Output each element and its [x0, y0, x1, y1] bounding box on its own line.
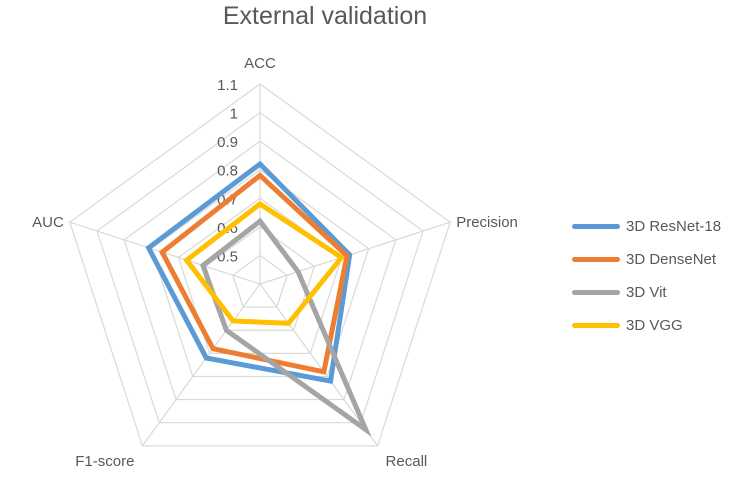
tick-label: 0.8: [217, 163, 238, 180]
grid-ring: [96, 111, 424, 424]
legend-label: 3D VGG: [626, 317, 683, 334]
tick-label: 1: [230, 106, 238, 123]
grid-ring: [232, 254, 288, 308]
chart-title: External validation: [222, 2, 428, 30]
legend-swatch: [572, 290, 620, 295]
axis-label-precision: Precision: [456, 214, 518, 231]
legend-item: 3D VGG: [572, 309, 721, 342]
legend-label: 3D DenseNet: [626, 251, 717, 268]
series-3d-resnet-18: [145, 160, 353, 385]
axis-label-recall: Recall: [386, 453, 428, 470]
tick-label: 1.1: [217, 77, 238, 94]
tick-label: 0.9: [217, 134, 238, 151]
legend-item: 3D ResNet-18: [572, 210, 721, 243]
axis-label-f1-score: F1-score: [75, 453, 134, 470]
legend-label: 3D Vit: [626, 284, 667, 301]
grid-ring: [204, 226, 316, 331]
legend-swatch: [572, 323, 620, 328]
legend-item: 3D Vit: [572, 276, 721, 309]
legend: 3D ResNet-18 3D DenseNet 3D Vit 3D VGG: [572, 210, 721, 342]
legend-label: 3D ResNet-18: [626, 218, 722, 235]
grid-ring: [123, 140, 397, 401]
axis-label-auc: AUC: [32, 214, 64, 231]
grid-spoke: [141, 283, 261, 447]
grid-ring: [150, 168, 370, 378]
legend-swatch: [572, 224, 620, 229]
legend-swatch: [572, 257, 620, 262]
grid-spoke: [259, 283, 379, 447]
series-3d-vit: [199, 217, 372, 437]
legend-item: 3D DenseNet: [572, 243, 721, 276]
grid-ring: [69, 83, 451, 447]
axis-label-acc: ACC: [244, 55, 276, 72]
series-3d-densenet: [158, 172, 350, 375]
grid-spoke: [259, 221, 451, 285]
series-3d-vgg: [183, 200, 346, 326]
